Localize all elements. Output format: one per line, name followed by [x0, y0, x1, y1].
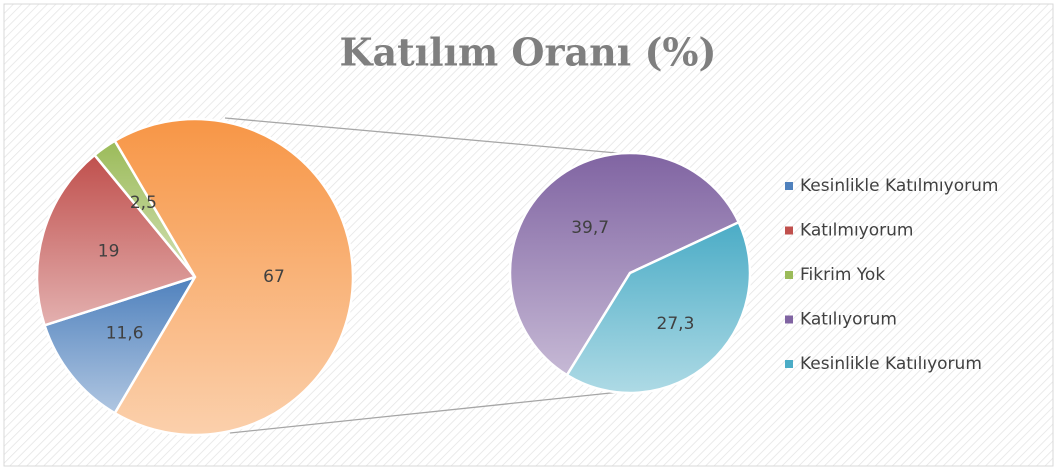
- data-label: 27,3: [657, 314, 695, 334]
- chart-title: Katılım Oranı (%): [339, 30, 716, 75]
- connector-line: [229, 391, 621, 434]
- data-label: 39,7: [571, 218, 609, 238]
- data-label: 11,6: [106, 323, 144, 343]
- legend-swatch: [785, 182, 793, 190]
- pie-slice: [35, 153, 198, 327]
- connector-line: [224, 117, 629, 155]
- data-label: 67: [263, 267, 285, 287]
- legend-swatch: [785, 226, 793, 235]
- pie-slice: [113, 117, 355, 437]
- data-label: 19: [98, 242, 120, 262]
- legend-swatch: [785, 360, 793, 368]
- legend-label: Katılıyorum: [800, 310, 897, 330]
- legend-swatch: [785, 271, 793, 279]
- legend-label: Katılmıyorum: [800, 221, 913, 241]
- pie-slice: [42, 274, 198, 415]
- legend-label: Kesinlikle Katılıyorum: [800, 354, 982, 374]
- pie-slice: [508, 151, 741, 377]
- pie-slice: [565, 220, 752, 395]
- data-label: 2,5: [130, 193, 157, 213]
- legend-label: Kesinlikle Katılmıyorum: [800, 176, 998, 196]
- legend-swatch: [785, 315, 793, 324]
- legend-label: Fikrim Yok: [800, 265, 885, 285]
